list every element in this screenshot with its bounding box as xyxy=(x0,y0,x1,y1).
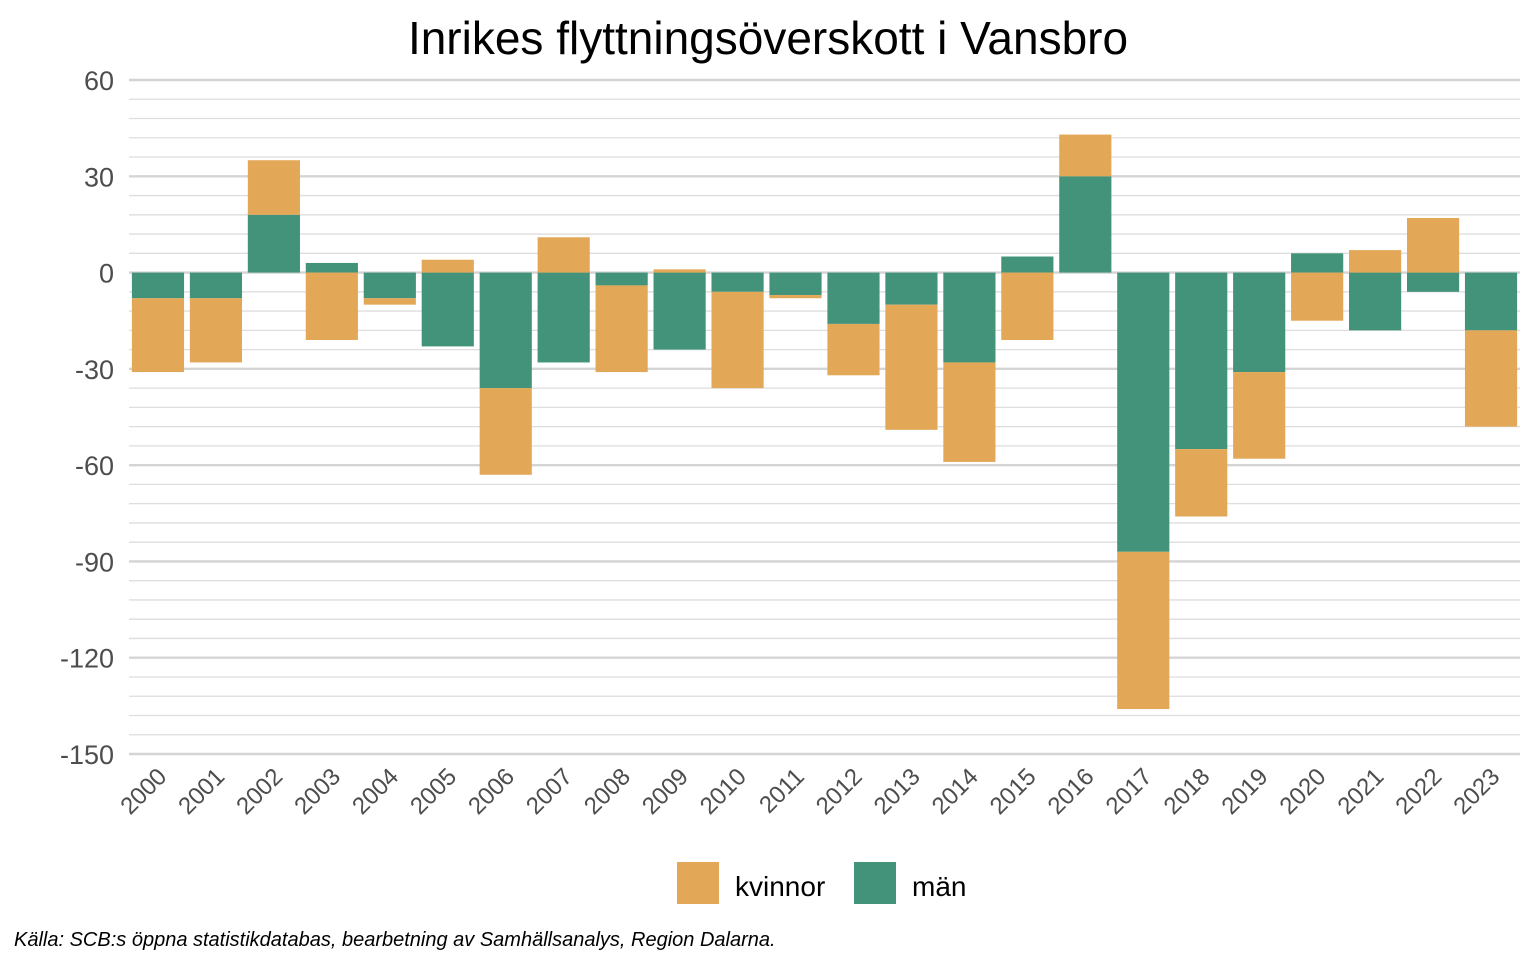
bar-man-2001 xyxy=(189,272,243,299)
bar-kvinnor-2011 xyxy=(769,295,822,299)
bar-man-2014 xyxy=(943,272,996,363)
bar-kvinnor-2004 xyxy=(363,298,416,305)
x-tick-label: 2018 xyxy=(1159,763,1216,820)
bar-kvinnor-2017 xyxy=(1117,551,1170,710)
bar-kvinnor-2000 xyxy=(131,298,185,373)
bar-man-2007 xyxy=(537,272,590,363)
bar-man-2013 xyxy=(885,272,938,305)
x-tick-label: 2008 xyxy=(579,763,636,820)
bar-kvinnor-2008 xyxy=(595,285,648,373)
bar-man-2012 xyxy=(827,272,880,324)
y-tick-label: -60 xyxy=(75,451,114,481)
bar-man-2018 xyxy=(1175,272,1228,450)
bar-man-2017 xyxy=(1117,272,1170,552)
legend: kvinnor män xyxy=(677,862,966,904)
y-tick-label: -30 xyxy=(75,355,114,385)
bar-kvinnor-2023 xyxy=(1464,330,1518,427)
y-axis-ticks: 60 30 0 -30 -60 -90 -120 -150 xyxy=(60,66,114,770)
bar-man-2008 xyxy=(595,272,648,286)
bar-kvinnor-2012 xyxy=(827,323,880,376)
bar-man-2003 xyxy=(305,262,358,273)
x-tick-label: 2000 xyxy=(115,763,172,820)
x-tick-label: 2009 xyxy=(637,763,694,820)
bar-man-2000 xyxy=(131,272,185,299)
legend-swatch-kvinnor xyxy=(677,862,719,904)
bar-kvinnor-2013 xyxy=(885,304,938,430)
bar-man-2011 xyxy=(769,272,822,296)
x-tick-label: 2017 xyxy=(1101,763,1158,820)
bar-man-2010 xyxy=(711,272,764,292)
x-tick-label: 2010 xyxy=(695,763,752,820)
bar-kvinnor-2016 xyxy=(1059,134,1112,177)
bar-man-2005 xyxy=(421,272,474,347)
bars xyxy=(131,134,1518,710)
x-tick-label: 2002 xyxy=(231,763,288,820)
x-tick-label: 2005 xyxy=(405,763,462,820)
x-tick-label: 2006 xyxy=(463,763,520,820)
bar-kvinnor-2019 xyxy=(1233,372,1286,459)
x-tick-label: 2019 xyxy=(1217,763,1274,820)
bar-man-2023 xyxy=(1464,272,1518,331)
bar-man-2020 xyxy=(1291,253,1344,273)
bar-kvinnor-2006 xyxy=(479,388,532,475)
legend-swatch-man xyxy=(854,862,896,904)
y-tick-label: -150 xyxy=(60,740,114,770)
bar-kvinnor-2005 xyxy=(421,259,474,273)
bar-man-2019 xyxy=(1233,272,1286,373)
bar-kvinnor-2010 xyxy=(711,291,764,389)
bar-kvinnor-2014 xyxy=(943,362,996,462)
x-tick-label: 2023 xyxy=(1448,763,1505,820)
bar-kvinnor-2007 xyxy=(537,237,590,273)
y-tick-label: 60 xyxy=(84,66,114,96)
y-tick-label: 0 xyxy=(99,259,114,289)
bar-kvinnor-2002 xyxy=(247,160,300,215)
bar-man-2004 xyxy=(363,272,416,299)
x-tick-label: 2022 xyxy=(1390,763,1447,820)
x-tick-label: 2015 xyxy=(985,763,1042,820)
bar-man-2022 xyxy=(1406,272,1460,292)
x-tick-label: 2021 xyxy=(1333,763,1390,820)
x-tick-label: 2004 xyxy=(347,763,404,820)
x-tick-label: 2020 xyxy=(1275,763,1332,820)
bar-man-2021 xyxy=(1349,272,1402,331)
x-tick-label: 2016 xyxy=(1043,763,1100,820)
x-axis-ticks: 2000 2001 2002 2003 2004 2005 2006 2007 2008 2009… xyxy=(115,763,1505,820)
source-caption: Källa: SCB:s öppna statistikdatabas, bea… xyxy=(14,929,776,951)
bar-man-2006 xyxy=(479,272,532,389)
bar-kvinnor-2021 xyxy=(1349,250,1402,273)
bar-kvinnor-2020 xyxy=(1291,272,1344,321)
x-tick-label: 2014 xyxy=(927,763,984,820)
y-tick-label: 30 xyxy=(84,162,114,192)
x-tick-label: 2007 xyxy=(521,763,578,820)
y-tick-label: -120 xyxy=(60,644,114,674)
x-tick-label: 2003 xyxy=(289,763,346,820)
bar-kvinnor-2018 xyxy=(1175,449,1228,517)
x-tick-label: 2013 xyxy=(869,763,926,820)
legend-label-man: män xyxy=(912,871,966,902)
y-tick-label: -90 xyxy=(75,547,114,577)
x-tick-label: 2001 xyxy=(173,763,230,820)
bar-man-2009 xyxy=(653,272,706,350)
x-tick-label: 2011 xyxy=(754,763,810,819)
bar-kvinnor-2015 xyxy=(1001,272,1054,340)
gridlines xyxy=(129,78,1520,756)
bar-man-2002 xyxy=(247,214,300,273)
bar-man-2015 xyxy=(1001,256,1054,273)
chart-title: Inrikes flyttningsöverskott i Vansbro xyxy=(408,12,1128,64)
bar-kvinnor-2022 xyxy=(1406,218,1460,273)
bar-man-2016 xyxy=(1059,176,1112,273)
bar-kvinnor-2009 xyxy=(653,269,706,273)
legend-label-kvinnor: kvinnor xyxy=(735,871,825,902)
bar-kvinnor-2003 xyxy=(305,272,358,340)
x-tick-label: 2012 xyxy=(811,763,868,820)
bar-kvinnor-2001 xyxy=(189,298,243,363)
